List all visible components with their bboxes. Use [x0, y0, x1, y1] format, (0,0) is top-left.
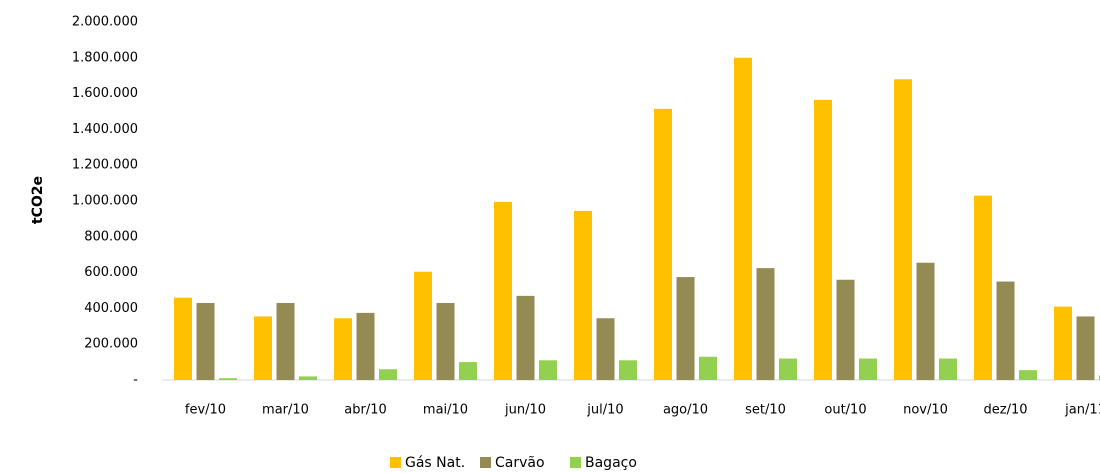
bar	[334, 318, 352, 380]
bar	[414, 271, 432, 380]
bar	[916, 262, 935, 380]
x-tick-label: abr/10	[344, 403, 387, 418]
bar	[1019, 370, 1037, 380]
legend: Gás Nat. Carvão Bagaço	[390, 455, 637, 471]
x-tick-label: mai/10	[423, 403, 468, 418]
bar	[734, 57, 752, 381]
y-tick-label: 600.000	[84, 265, 138, 280]
bar	[379, 369, 397, 380]
x-tick-label: ago/10	[663, 403, 708, 418]
bar	[174, 297, 192, 380]
x-tick-label: set/10	[745, 403, 786, 418]
bar	[574, 210, 592, 380]
legend-label: Carvão	[495, 455, 545, 471]
y-tick-label: 1.400.000	[72, 122, 138, 137]
y-tick-label: 200.000	[84, 337, 138, 352]
legend-swatch	[570, 457, 581, 468]
bar	[436, 303, 455, 380]
bar	[939, 358, 957, 380]
bar	[619, 360, 637, 380]
bar	[654, 108, 672, 380]
bar	[299, 376, 317, 380]
bar	[1054, 306, 1072, 380]
bar	[996, 281, 1015, 380]
bar	[814, 99, 832, 381]
y-tick-label: 1.800.000	[72, 50, 138, 65]
x-tick-label: fev/10	[185, 403, 226, 418]
bar	[836, 279, 855, 380]
y-tick-label: 1.000.000	[72, 194, 138, 209]
bar	[196, 303, 215, 380]
legend-label: Gás Nat.	[405, 455, 465, 471]
y-tick-label: 1.600.000	[72, 86, 138, 101]
y-tick-label: 2.000.000	[72, 15, 138, 30]
y-axis-label: tCO2e	[30, 176, 46, 224]
bar	[974, 195, 992, 380]
x-tick-label: jun/10	[504, 403, 546, 418]
legend-swatch	[480, 457, 491, 468]
y-tick-label: 400.000	[84, 301, 138, 316]
y-tick-label: 800.000	[84, 229, 138, 244]
bar	[459, 362, 477, 380]
bar	[1076, 316, 1095, 380]
x-tick-label: jan/11	[1064, 403, 1100, 418]
bar	[756, 268, 775, 380]
bar	[859, 358, 877, 380]
y-tick-label: 1.200.000	[72, 158, 138, 173]
bar	[676, 277, 695, 380]
bar	[539, 360, 557, 380]
legend-swatch	[390, 457, 401, 468]
x-tick-label: mar/10	[262, 403, 309, 418]
legend-label: Bagaço	[585, 455, 637, 471]
bar	[254, 316, 272, 380]
x-tick-label: nov/10	[903, 403, 948, 418]
bar	[779, 358, 797, 380]
bar	[276, 303, 295, 380]
bar	[516, 295, 535, 380]
x-tick-label: jul/10	[586, 403, 623, 418]
bar	[494, 201, 512, 380]
bar	[596, 318, 615, 380]
bar	[219, 378, 237, 380]
x-tick-label: out/10	[824, 403, 866, 418]
x-tick-label: dez/10	[984, 403, 1028, 418]
bar	[894, 79, 912, 380]
bar	[356, 312, 375, 380]
y-tick-label: -	[133, 373, 138, 388]
bar	[699, 356, 717, 380]
